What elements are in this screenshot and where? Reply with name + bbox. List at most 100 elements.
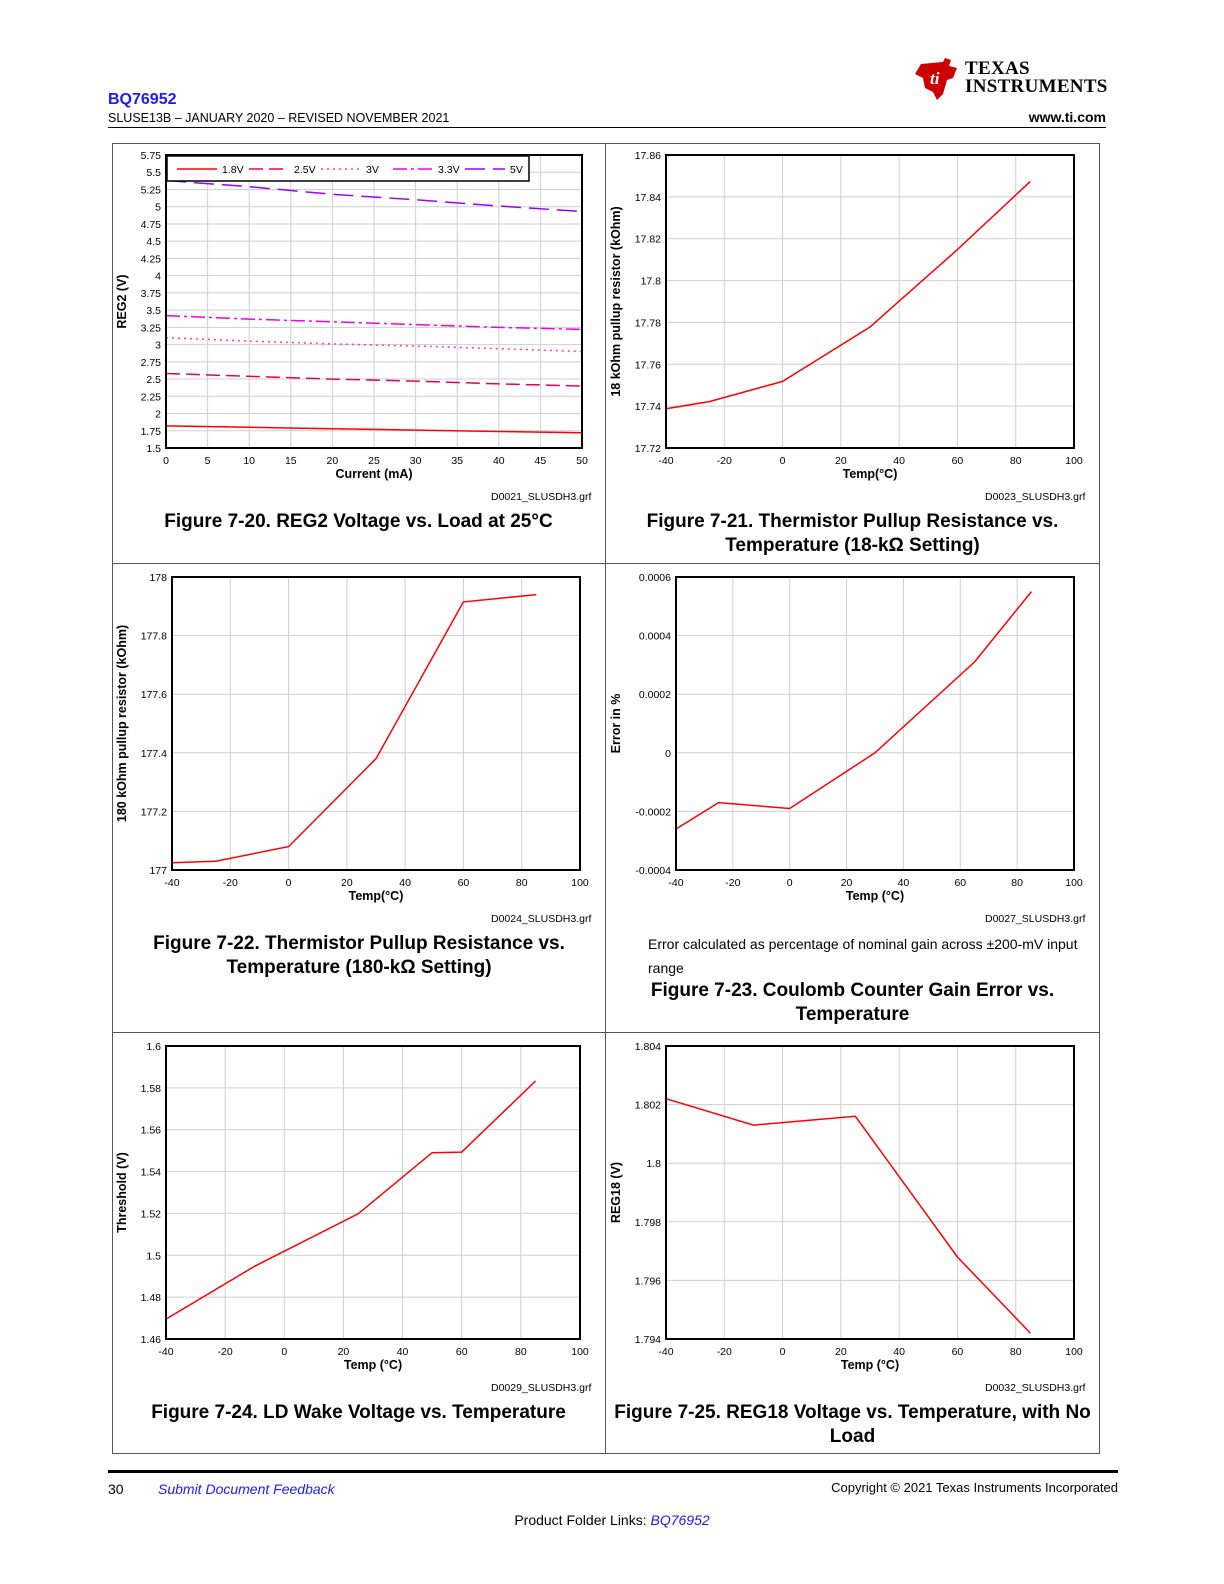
x-tick-label: 60 (456, 1346, 468, 1358)
y-tick-label: 1.8 (646, 1158, 661, 1170)
y-tick-label: 3 (155, 340, 161, 352)
part-number-link[interactable]: BQ76952 (108, 91, 177, 108)
ti-website-link[interactable]: www.ti.com (1028, 109, 1106, 125)
y-tick-label: 177.2 (141, 806, 167, 818)
series-line-5v (165, 179, 583, 213)
chart-thermistor-18k: -40 -20 0 20 40 60 80 100 17.72 17.74 17.76 17.78 17… (609, 150, 1083, 481)
x-tick-label: 40 (893, 455, 905, 467)
x-tick-label: 20 (327, 455, 339, 467)
plot-frame (665, 1045, 1075, 1340)
chart-reg18-voltage: -40 -20 0 20 40 60 80 100 1.794 1.796 1.798 1.8 1.80… (609, 1041, 1083, 1372)
y-tick-label: 5.75 (141, 150, 162, 162)
y-tick-label: 1.48 (141, 1292, 162, 1304)
y-tick-label: 1.6 (146, 1041, 161, 1053)
x-tick-label: -40 (658, 1346, 673, 1358)
chart-thermistor-180k: -40 -20 0 20 40 60 80 100 177 177.2 177.4 177.6 177.… (115, 572, 589, 903)
x-tick-label: 50 (576, 455, 588, 467)
y-tick-label: -0.0004 (635, 865, 671, 877)
ti-state-icon: ti (915, 58, 957, 100)
y-tick-label: 177.6 (141, 689, 167, 701)
graph-file-name: D0021_SLUSDH3.grf (491, 491, 592, 503)
graph-file-name: D0024_SLUSDH3.grf (491, 913, 592, 925)
y-tick-label: 4.75 (141, 219, 162, 231)
series-line (171, 593, 537, 864)
x-tick-label: -20 (717, 455, 732, 467)
x-tick-label: 10 (243, 455, 255, 467)
y-tick-label: 177 (149, 865, 167, 877)
x-tick-label: 20 (841, 877, 853, 889)
submit-feedback-link[interactable]: Submit Document Feedback (158, 1481, 335, 1497)
legend-label: 3V (366, 164, 379, 176)
graph-file-name: D0023_SLUSDH3.grf (985, 491, 1086, 503)
x-axis-label: Temp (°C) (846, 889, 904, 903)
x-tick-label: 60 (952, 455, 964, 467)
y-tick-label: 5 (155, 202, 161, 214)
chart-ld-wake-voltage: -40 -20 0 20 40 60 80 100 1.46 1.48 1.5 1.52 1.54 1.5… (115, 1041, 589, 1372)
x-tick-label: 40 (493, 455, 505, 467)
figure-caption: Figure 7-22. Thermistor Pullup Resistanc… (153, 933, 565, 978)
svg-text:ti: ti (930, 69, 940, 88)
x-tick-label: -20 (717, 1346, 732, 1358)
x-tick-label: 100 (1065, 877, 1083, 889)
graph-file-name: D0032_SLUSDH3.grf (985, 1382, 1086, 1394)
x-tick-label: 80 (1011, 877, 1023, 889)
figure-note: Error calculated as percentage of nomina… (648, 936, 1078, 976)
x-tick-label: 20 (835, 1346, 847, 1358)
y-tick-label: -0.0002 (635, 806, 671, 818)
y-tick-label: 1.5 (146, 1250, 161, 1262)
x-tick-label: 40 (397, 1346, 409, 1358)
x-tick-label: -20 (725, 877, 740, 889)
legend-label: 1.8V (222, 164, 244, 176)
y-tick-label: 177.4 (141, 748, 167, 760)
x-tick-label: 80 (1010, 1346, 1022, 1358)
x-axis-label: Temp(°C) (843, 467, 898, 481)
x-tick-label: 60 (954, 877, 966, 889)
y-tick-label: 1.46 (141, 1334, 162, 1346)
x-tick-label: 45 (535, 455, 547, 467)
plot-frame (171, 576, 581, 871)
x-axis-label: Temp (°C) (344, 1358, 402, 1372)
x-tick-label: 30 (410, 455, 422, 467)
y-tick-label: 1.54 (141, 1167, 162, 1179)
product-folder-link[interactable]: BQ76952 (650, 1512, 710, 1528)
y-tick-label: 2.5 (146, 374, 161, 386)
y-tick-label: 5.25 (141, 184, 162, 196)
y-tick-label: 177.8 (141, 631, 167, 643)
x-tick-label: 0 (780, 455, 786, 467)
x-tick-label: 40 (893, 1346, 905, 1358)
x-tick-label: 5 (205, 455, 211, 467)
x-tick-label: -40 (668, 877, 683, 889)
y-tick-label: 1.796 (635, 1275, 661, 1287)
y-tick-label: 17.8 (641, 276, 662, 288)
legend-label: 3.3V (438, 164, 460, 176)
x-axis-label: Temp (°C) (841, 1358, 899, 1372)
graph-file-name: D0029_SLUSDH3.grf (491, 1382, 592, 1394)
x-tick-label: 100 (571, 1346, 589, 1358)
x-tick-label: 15 (285, 455, 297, 467)
y-tick-label: 0.0004 (639, 631, 671, 643)
y-axis-label: 180 kOhm pullup resistor (kOhm) (115, 625, 129, 822)
figure-caption: Figure 7-25. REG18 Voltage vs. Temperatu… (614, 1402, 1091, 1447)
x-tick-label: 0 (787, 877, 793, 889)
x-tick-label: -40 (158, 1346, 173, 1358)
x-tick-label: 20 (338, 1346, 350, 1358)
y-tick-label: 4 (155, 271, 161, 283)
y-axis-label: REG2 (V) (115, 274, 129, 328)
y-tick-label: 3.5 (146, 305, 161, 317)
series-line-1-8v (165, 425, 583, 434)
x-axis-label: Current (mA) (335, 467, 412, 481)
y-tick-label: 17.74 (635, 401, 661, 413)
y-tick-label: 1.802 (635, 1100, 661, 1112)
x-tick-label: 20 (341, 877, 353, 889)
x-tick-label: 60 (952, 1346, 964, 1358)
y-tick-label: 17.72 (635, 443, 661, 455)
y-tick-label: 2.75 (141, 357, 162, 369)
y-tick-label: 178 (149, 572, 167, 584)
y-tick-label: 5.5 (146, 167, 161, 179)
plot-frame (165, 154, 583, 449)
chart-coulomb-counter-gain-error: -40 -20 0 20 40 60 80 100 -0.0004 -0.0002 0 0.0002 0… (609, 572, 1083, 903)
y-tick-label: 17.86 (635, 150, 661, 162)
header-rule (108, 127, 1106, 128)
x-tick-label: 80 (515, 1346, 527, 1358)
x-tick-label: -20 (223, 877, 238, 889)
